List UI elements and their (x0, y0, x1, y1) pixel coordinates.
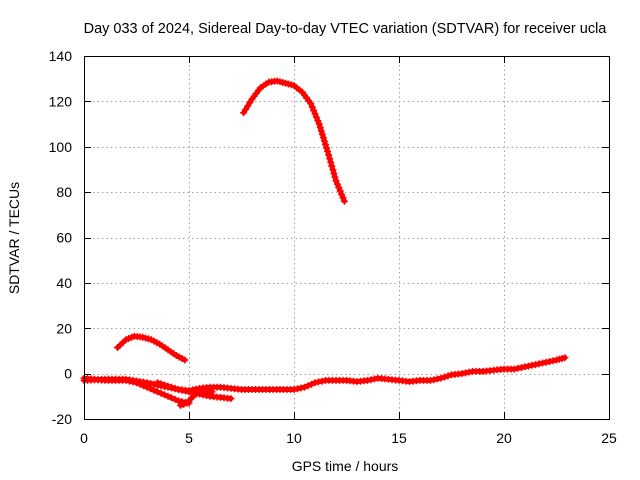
data-point (308, 380, 315, 388)
data-point (430, 376, 438, 384)
data-point (161, 381, 168, 389)
data-point (335, 184, 343, 192)
data-point (317, 127, 325, 135)
grid-lines (84, 56, 609, 419)
data-point (168, 394, 175, 402)
x-tick-label: 5 (185, 430, 193, 446)
series-arc-bump (114, 332, 189, 364)
y-tick-label: 100 (49, 139, 73, 155)
data-point (340, 197, 348, 205)
series-arc-low-4 (177, 387, 216, 409)
data-point (307, 100, 315, 108)
axis-ticks: 0 5 10 15 20 25 -20 0 20 40 60 80 100 120 140 (49, 48, 617, 446)
data-point (561, 354, 569, 362)
data-point (437, 374, 445, 382)
x-tick-label: 20 (496, 430, 512, 446)
data-point (177, 401, 185, 409)
data-point (332, 177, 340, 185)
data-point (310, 107, 318, 114)
y-tick-label: 40 (56, 275, 72, 291)
y-axis-label: SDTVAR / TECUs (6, 182, 22, 294)
series-layer (80, 77, 569, 409)
data-point (367, 376, 375, 384)
data-point (154, 379, 161, 387)
data-point (327, 158, 335, 166)
data-point (329, 166, 337, 174)
data-point (339, 194, 347, 202)
data-point (301, 383, 308, 391)
y-tick-label: 140 (49, 48, 73, 64)
data-point (315, 120, 323, 128)
data-point (143, 379, 151, 387)
y-tick-label: 80 (56, 184, 72, 200)
data-point (318, 377, 326, 385)
data-point (171, 384, 179, 392)
data-point (441, 373, 448, 381)
data-point (161, 391, 168, 399)
x-tick-label: 0 (80, 430, 88, 446)
data-point (542, 358, 550, 366)
data-point (171, 395, 179, 403)
data-point (168, 383, 175, 391)
data-point (157, 389, 165, 397)
data-point (338, 190, 346, 198)
data-point (314, 117, 322, 125)
data-point (304, 382, 312, 390)
data-point (164, 382, 172, 390)
data-point (316, 124, 324, 131)
data-point (181, 356, 189, 364)
y-tick-label: 20 (56, 320, 72, 336)
data-point (325, 151, 333, 159)
data-point (319, 134, 327, 142)
data-point (294, 385, 301, 393)
data-point (180, 400, 188, 408)
y-tick-label: 60 (56, 230, 72, 246)
data-point (323, 144, 331, 152)
data-point (331, 173, 339, 181)
data-point (336, 187, 344, 195)
series-arc-low-3 (154, 354, 569, 395)
data-point (311, 110, 319, 118)
data-point (532, 361, 539, 369)
data-point (227, 395, 235, 403)
data-point (444, 372, 452, 380)
x-axis-label: GPS time / hours (292, 458, 399, 474)
data-point (154, 388, 161, 396)
data-point (511, 365, 518, 373)
series-arc-high (240, 77, 348, 205)
data-point (328, 162, 336, 170)
data-point (324, 147, 332, 155)
data-point (208, 388, 216, 396)
data-point (330, 169, 338, 177)
data-point (462, 369, 469, 377)
chart-title: Day 033 of 2024, Sidereal Day-to-day VTE… (84, 21, 608, 37)
data-point (297, 384, 305, 392)
data-point (150, 386, 158, 394)
data-point (549, 357, 557, 365)
y-tick-label: 0 (64, 366, 72, 382)
y-tick-label: -20 (52, 411, 72, 427)
data-point (164, 392, 172, 400)
data-point (525, 362, 532, 370)
y-tick-label: 120 (49, 93, 73, 109)
data-point (326, 155, 334, 163)
data-point (518, 364, 525, 372)
data-point (157, 380, 165, 388)
data-point (333, 180, 341, 188)
x-tick-label: 25 (601, 430, 617, 446)
data-point (320, 137, 328, 145)
data-point (312, 113, 320, 121)
data-point (318, 130, 326, 138)
data-point (311, 379, 319, 387)
data-point (189, 386, 196, 394)
x-tick-label: 10 (286, 430, 302, 446)
x-tick-label: 15 (391, 430, 407, 446)
data-point (308, 103, 316, 111)
data-point (535, 360, 543, 368)
data-point (322, 141, 329, 148)
